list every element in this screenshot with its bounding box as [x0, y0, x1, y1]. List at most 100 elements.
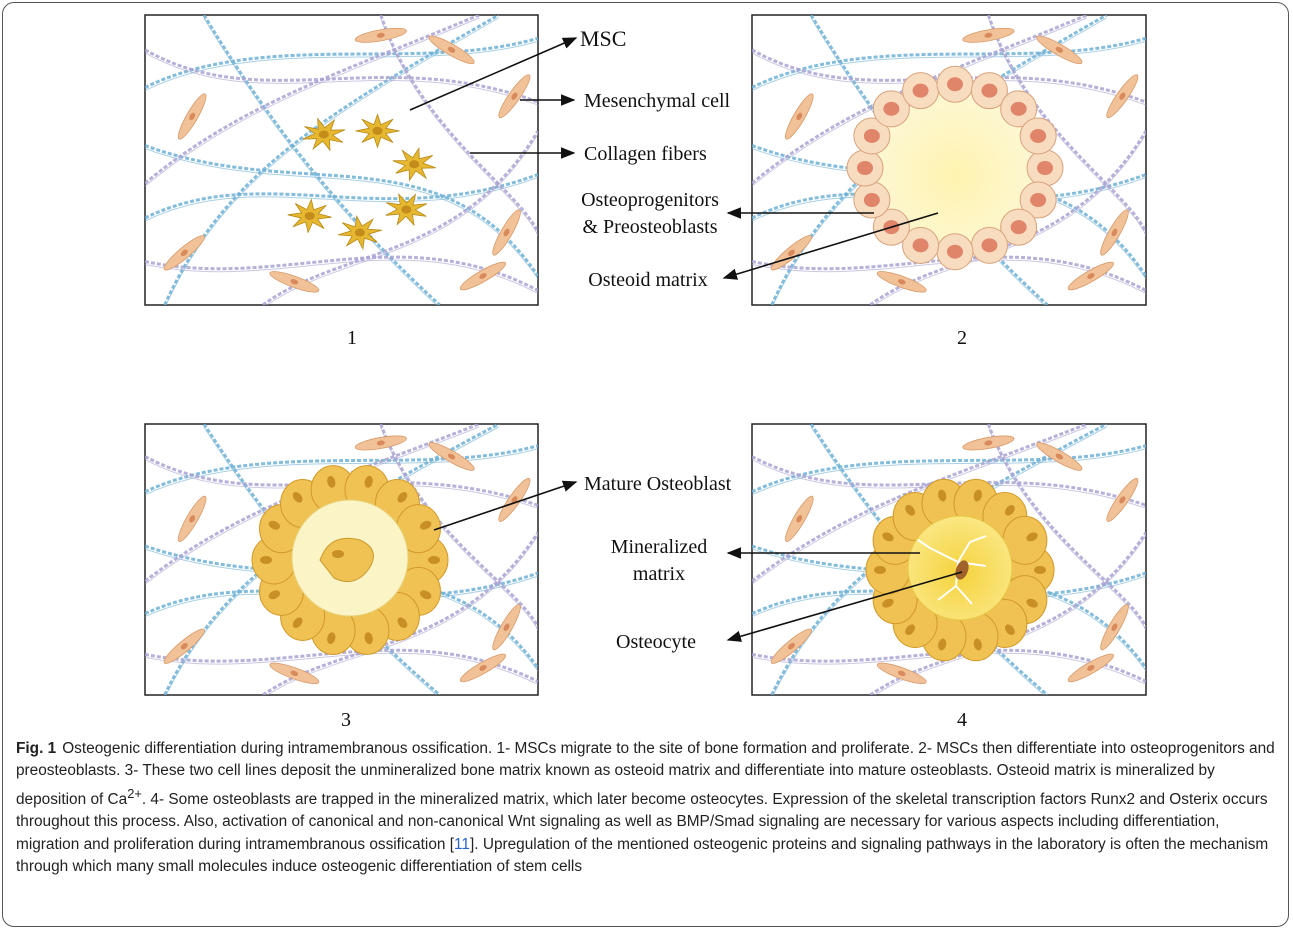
osteoblast-nucleus	[882, 598, 894, 608]
label-mineralized-line2: matrix	[633, 563, 685, 585]
mesenchymal-nucleus	[479, 664, 487, 671]
osteoprogenitor-nucleus	[947, 244, 963, 259]
mature-osteoblast-arrow	[433, 480, 578, 531]
label-mineralized-line1: Mineralized	[611, 536, 708, 558]
osteoblast-nucleus	[268, 590, 280, 600]
collagen-fiber-strand	[165, 17, 499, 305]
mesenchymal-nucleus	[1119, 92, 1126, 100]
osteoprogenitor-nucleus	[947, 77, 963, 92]
collagen-fiber-strand	[145, 448, 538, 496]
panel-1	[144, 14, 539, 306]
panel-number-2: 2	[957, 327, 967, 349]
osteoblast-nucleus	[268, 520, 280, 530]
collagen-fiber	[145, 144, 538, 277]
osteoblast-nucleus	[420, 520, 432, 530]
osteoblast-nucleus	[327, 475, 336, 488]
mesenchymal-nucleus	[796, 515, 803, 523]
mesenchymal-nucleus	[479, 273, 487, 279]
mesenchymal-nucleus	[290, 279, 299, 285]
mesenchymal-nucleus	[447, 453, 456, 460]
collagen-fiber	[379, 15, 538, 234]
osteoblast-nucleus	[874, 565, 886, 575]
mesenchymal-nucleus	[180, 249, 188, 257]
collagen-fiber-strand	[145, 148, 538, 280]
mesenchymal-nucleus	[787, 249, 795, 257]
mesenchymal-nucleus	[787, 643, 795, 650]
osteoblast-nucleus	[260, 555, 272, 565]
collagen-fiber	[145, 544, 538, 669]
collagen-fiber	[145, 36, 538, 89]
collagen-fiber-strand	[145, 177, 538, 222]
collagen-fiber	[752, 173, 1146, 220]
msc-nucleus	[401, 205, 412, 214]
collagen-fiber-strand	[987, 17, 1146, 236]
osteoprogenitor-nucleus	[863, 128, 880, 143]
collagen-fiber-strand	[752, 40, 1146, 91]
collagen-fiber-strand	[752, 448, 1146, 496]
embedded-osteoblast	[319, 537, 374, 583]
mesenchymal-nucleus	[984, 32, 993, 38]
panel-4	[751, 423, 1147, 696]
label-osteoprogenitors-line1: Osteoprogenitors	[581, 189, 719, 211]
label-mature-osteoblast: Mature Osteoblast	[584, 473, 732, 495]
collagen-fiber	[145, 444, 538, 494]
osteocyte-arrow	[726, 571, 963, 642]
collagen-fiber	[752, 444, 1146, 494]
collagen-fiber	[752, 648, 1146, 683]
osteoblast-nucleus	[397, 491, 408, 503]
collagen-fiber-strand	[145, 17, 480, 187]
mesenchymal-nucleus	[796, 112, 803, 121]
caption-text-3: ]. Upregulation of the mentioned osteoge…	[16, 835, 1269, 876]
msc-nucleus	[354, 228, 365, 237]
panel-3	[144, 423, 539, 696]
osteoprogenitor-ring	[846, 65, 1064, 271]
mesenchymal-nucleus	[1119, 496, 1126, 504]
mesenchymal-nucleus	[447, 46, 456, 53]
mesenchymal-nucleus	[1055, 453, 1064, 460]
collagen-fiber	[752, 544, 1146, 669]
osteoblast-nucleus	[364, 632, 373, 645]
osteoprogenitor-nucleus	[1037, 161, 1053, 175]
msc-arrow	[409, 37, 578, 111]
figure-illustration: 1 2 3 4 MSC Mesenchymal cell Collagen fi…	[144, 14, 1147, 731]
mesenchymal-nucleus	[1055, 46, 1064, 53]
mesenchymal-nucleus	[1087, 664, 1095, 671]
osteoprogenitor-nucleus	[1010, 101, 1027, 116]
osteoblast-nucleus	[882, 532, 894, 542]
osteoblast-nucleus	[938, 638, 947, 651]
caption-text-1: Osteogenic differentiation during intram…	[16, 740, 1275, 808]
collagen-fiber	[752, 15, 1088, 185]
collagen-fiber	[752, 255, 1146, 292]
label-collagen-fibers: Collagen fibers	[584, 143, 707, 165]
mesenchymal-nucleus	[1087, 273, 1095, 279]
mesenchymal-nucleus	[376, 32, 385, 38]
osteoblast-nucleus	[327, 632, 336, 645]
collagen-fiber	[752, 36, 1146, 89]
osteoprogenitor-nucleus	[912, 238, 929, 253]
collagen-fiber	[145, 173, 538, 220]
osteoblast-nucleus	[397, 617, 408, 629]
msc-nucleus	[318, 130, 329, 139]
osteoblast-ring-panel-4	[865, 478, 1055, 662]
osteoblast-nucleus	[1026, 598, 1038, 608]
osteoblast-nucleus	[1026, 532, 1038, 542]
mesenchymal-nucleus	[503, 623, 510, 631]
mesenchymal-nucleus	[376, 440, 385, 446]
osteoprogenitor-nucleus	[857, 161, 873, 175]
figure-caption: Fig. 1 Osteogenic differentiation during …	[16, 738, 1278, 879]
osteoprogenitor-nucleus	[981, 83, 998, 98]
collagen-fiber	[145, 648, 538, 683]
mesenchymal-nucleus	[503, 228, 510, 237]
caption-superscript: 2+	[127, 785, 142, 801]
osteoprogenitor-nucleus	[981, 238, 998, 253]
mesenchymal-nucleus	[290, 670, 299, 677]
reference-link[interactable]: 11	[454, 835, 470, 853]
collagen-fiber-strand	[203, 17, 438, 305]
osteoprogenitor-nucleus	[863, 193, 880, 208]
collagen-fiber-strand	[380, 17, 538, 236]
osteoid-matrix-arrow	[722, 212, 939, 280]
collagen-fiber	[986, 15, 1146, 234]
osteoprogenitor-nucleus	[883, 101, 900, 116]
mesenchymal-cells-panel-3	[163, 435, 531, 685]
label-mesenchymal-cell: Mesenchymal cell	[584, 90, 730, 112]
